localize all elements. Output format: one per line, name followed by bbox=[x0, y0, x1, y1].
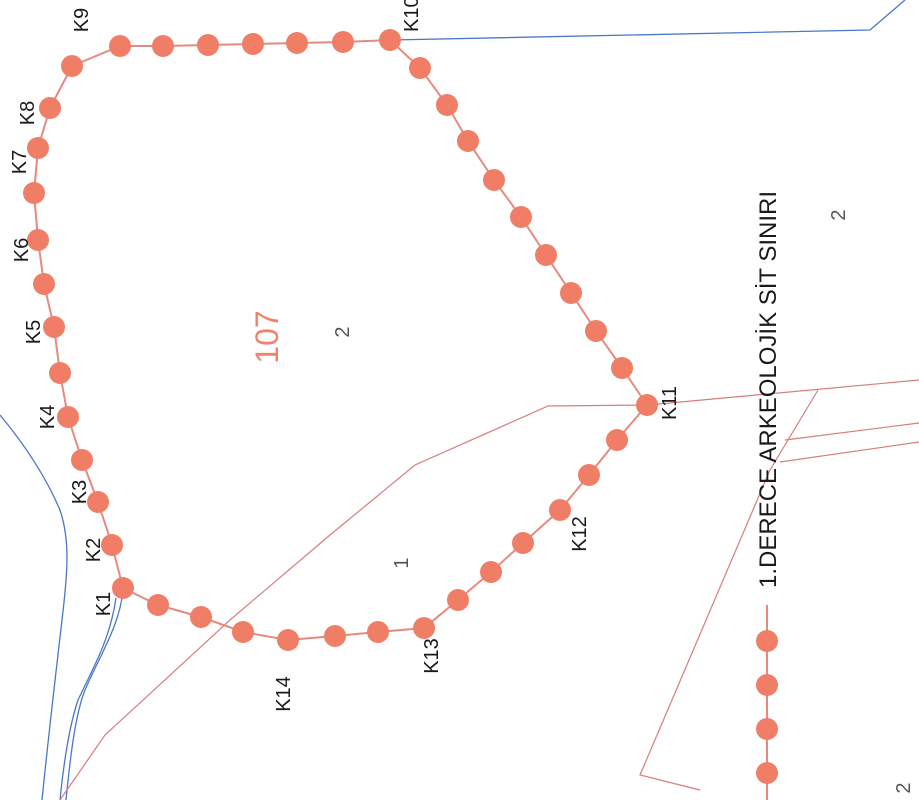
boundary-point bbox=[57, 406, 79, 428]
parcel-number-c: 1 bbox=[391, 557, 413, 568]
boundary-point bbox=[286, 32, 308, 54]
boundary-point bbox=[606, 429, 628, 451]
vertex-label-k4: K4 bbox=[37, 405, 59, 429]
boundary-point bbox=[367, 621, 389, 643]
boundary-point bbox=[560, 282, 582, 304]
parcel-line-right-b bbox=[779, 441, 919, 463]
legend-dot bbox=[756, 762, 778, 784]
boundary-point bbox=[480, 561, 502, 583]
parcel-numbers: 107 2 2 1 2 bbox=[249, 209, 915, 793]
boundary-point bbox=[87, 491, 109, 513]
boundary-point bbox=[510, 206, 532, 228]
boundary-point bbox=[27, 229, 49, 251]
boundary-point bbox=[512, 532, 534, 554]
boundary-point bbox=[197, 34, 219, 56]
boundary-point bbox=[33, 273, 55, 295]
vertex-label-k14: K14 bbox=[273, 676, 295, 712]
vertex-label-k12: K12 bbox=[569, 516, 591, 552]
boundary-point bbox=[447, 589, 469, 611]
vertex-labels: K1 K2 K3 K4 K5 K6 K7 K8 K9 K10 K11 K12 K… bbox=[9, 0, 681, 712]
legend-dot bbox=[756, 630, 778, 652]
boundary-point bbox=[43, 316, 65, 338]
boundary-point bbox=[61, 55, 83, 77]
boundary-point bbox=[535, 244, 557, 266]
vertex-label-k5: K5 bbox=[23, 320, 45, 344]
boundary-point bbox=[436, 94, 458, 116]
boundary-point bbox=[332, 31, 354, 53]
legend-label: 1.DERECE ARKEOLOJİK SİT SINIRI bbox=[755, 191, 782, 588]
site-boundary bbox=[23, 29, 658, 651]
boundary-point bbox=[324, 625, 346, 647]
boundary-point bbox=[585, 320, 607, 342]
vertex-label-k9: K9 bbox=[71, 8, 93, 32]
vertex-label-k3: K3 bbox=[69, 480, 91, 504]
boundary-point bbox=[277, 629, 299, 651]
vertex-label-k2: K2 bbox=[83, 538, 105, 562]
parcel-number-d: 2 bbox=[893, 782, 915, 793]
legend-dot bbox=[756, 674, 778, 696]
boundary-point bbox=[112, 577, 134, 599]
boundary-point bbox=[147, 594, 169, 616]
vertex-label-k8: K8 bbox=[17, 101, 39, 125]
boundary-points bbox=[23, 29, 658, 651]
parcel-line-right-a bbox=[784, 422, 919, 441]
stream-line-c bbox=[59, 597, 117, 800]
boundary-point bbox=[549, 499, 571, 521]
parcel-number-a: 2 bbox=[332, 326, 354, 337]
boundary-point bbox=[27, 137, 49, 159]
vertex-label-k10: K10 bbox=[401, 0, 423, 32]
parcel-line-angle bbox=[639, 389, 819, 791]
boundary-point bbox=[232, 621, 254, 643]
boundary-point bbox=[413, 617, 435, 639]
boundary-point bbox=[39, 97, 61, 119]
legend: 1.DERECE ARKEOLOJİK SİT SINIRI bbox=[755, 191, 782, 800]
boundary-point bbox=[190, 606, 212, 628]
boundary-line bbox=[32, 38, 649, 642]
boundary-point bbox=[611, 357, 633, 379]
boundary-point bbox=[457, 130, 479, 152]
boundary-point bbox=[242, 33, 264, 55]
boundary-point bbox=[109, 35, 131, 57]
legend-dot bbox=[756, 718, 778, 740]
vertex-label-k11: K11 bbox=[659, 386, 681, 420]
boundary-point bbox=[483, 169, 505, 191]
boundary-point bbox=[49, 362, 71, 384]
stream-line-a bbox=[0, 414, 68, 800]
parcel-number-main: 107 bbox=[249, 310, 285, 363]
vertex-label-k13: K13 bbox=[421, 638, 443, 674]
parcel-line-diagonal bbox=[59, 379, 919, 800]
boundary-point bbox=[71, 449, 93, 471]
parcel-lines bbox=[59, 379, 919, 800]
boundary-point bbox=[379, 29, 401, 51]
boundary-point bbox=[152, 35, 174, 57]
road-line-top bbox=[391, 0, 906, 41]
boundary-point bbox=[578, 464, 600, 486]
boundary-point bbox=[636, 394, 658, 416]
boundary-point bbox=[409, 57, 431, 79]
vertex-label-k1: K1 bbox=[93, 592, 115, 616]
vertex-label-k7: K7 bbox=[9, 150, 31, 174]
stream-line-b bbox=[65, 589, 124, 800]
boundary-point bbox=[101, 534, 123, 556]
vertex-label-k6: K6 bbox=[11, 238, 33, 262]
boundary-point bbox=[23, 182, 45, 204]
parcel-number-b: 2 bbox=[828, 209, 850, 220]
